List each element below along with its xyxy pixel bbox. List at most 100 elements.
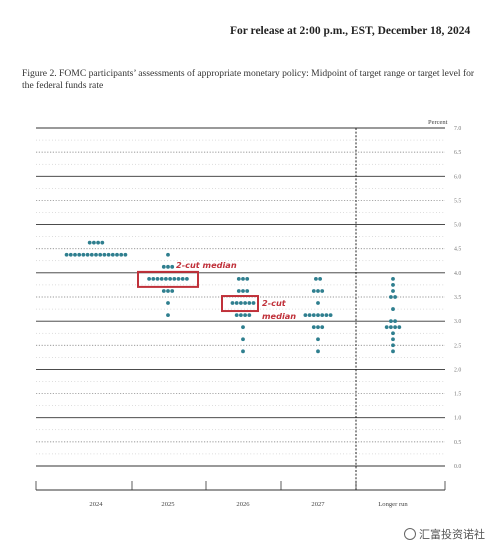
- participant-dot: [87, 240, 92, 245]
- participant-dot: [316, 349, 320, 354]
- participant-dot: [247, 301, 252, 305]
- x-category-label: Longer run: [378, 501, 408, 508]
- participant-dot: [239, 301, 243, 305]
- participant-dot: [166, 264, 170, 269]
- participant-dot: [119, 252, 124, 257]
- participant-dot: [170, 289, 175, 293]
- participant-dot: [391, 331, 395, 336]
- participant-dot: [245, 276, 250, 281]
- participant-dot: [81, 252, 86, 257]
- participant-dot: [391, 289, 395, 293]
- participant-dot: [384, 325, 389, 330]
- participant-dot: [314, 276, 318, 281]
- participant-dot: [77, 252, 82, 257]
- y-tick-label: 6.0: [454, 174, 461, 180]
- participant-dot: [316, 301, 320, 305]
- participant-dot: [320, 325, 325, 330]
- participant-dot: [159, 276, 164, 281]
- watermark: 汇富投资诺社: [404, 526, 485, 542]
- participant-dot: [123, 252, 128, 257]
- y-tick-label: 7.0: [454, 126, 461, 132]
- participant-dot: [73, 252, 77, 257]
- figure-title: Figure 2. FOMC participants’ assessments…: [22, 68, 475, 91]
- participant-dot: [247, 313, 252, 318]
- y-tick-label: 4.5: [454, 247, 461, 253]
- participant-dot: [239, 313, 243, 318]
- participant-dot: [391, 276, 395, 281]
- y-tick-label: 4.0: [454, 271, 461, 277]
- y-tick-label: 3.0: [454, 319, 461, 325]
- participant-dot: [170, 264, 175, 269]
- participant-dot: [391, 349, 395, 354]
- participant-dot: [106, 252, 111, 257]
- participant-dot: [241, 289, 245, 293]
- y-tick-label: 0.0: [454, 464, 461, 470]
- participant-dot: [311, 289, 316, 293]
- participant-dot: [161, 264, 166, 269]
- median-box-2025: [137, 270, 199, 288]
- participant-dot: [303, 313, 308, 318]
- participant-dot: [391, 283, 395, 287]
- participant-dot: [98, 252, 103, 257]
- participant-dot: [318, 276, 322, 281]
- annotation-label-line2: median: [262, 311, 296, 321]
- participant-dot: [241, 349, 245, 354]
- participant-dot: [166, 313, 170, 318]
- participant-dot: [391, 337, 395, 342]
- participant-dot: [393, 325, 397, 330]
- participant-dot: [85, 252, 90, 257]
- participant-dot: [389, 319, 393, 324]
- x-category-label: 2025: [161, 501, 175, 508]
- participant-dot: [234, 301, 239, 305]
- y-tick-label: 2.0: [454, 367, 461, 373]
- participant-dot: [316, 325, 320, 330]
- participant-dot: [185, 276, 189, 281]
- participant-dot: [110, 252, 115, 257]
- x-category-label: 2027: [311, 501, 325, 508]
- participant-dot: [94, 252, 98, 257]
- participant-dot: [102, 252, 107, 257]
- participant-dot: [316, 313, 320, 318]
- x-category-label: 2024: [89, 501, 103, 508]
- participant-dot: [389, 295, 393, 299]
- participant-dot: [316, 289, 320, 293]
- participant-dot: [320, 313, 325, 318]
- y-tick-label: 6.5: [454, 150, 461, 156]
- participant-dot: [180, 276, 185, 281]
- participant-dot: [166, 301, 170, 305]
- participant-dot: [236, 289, 241, 293]
- annotation-label: 2-cut: [262, 298, 287, 308]
- participant-dot: [166, 252, 170, 257]
- participant-dot: [151, 276, 156, 281]
- participant-dot: [328, 313, 333, 318]
- participant-dot: [96, 240, 100, 245]
- participant-dot: [64, 252, 69, 257]
- annotation-label: 2-cut median: [176, 260, 237, 270]
- participant-dot: [155, 276, 160, 281]
- participant-dot: [115, 252, 119, 257]
- participant-dot: [241, 276, 245, 281]
- participant-dot: [147, 276, 152, 281]
- participant-dot: [100, 240, 105, 245]
- watermark-text: 汇富投资诺社: [419, 528, 485, 541]
- participant-dot: [243, 313, 248, 318]
- wechat-icon: [404, 528, 416, 540]
- participant-dot: [166, 289, 170, 293]
- median-box-2026: [221, 295, 259, 313]
- participant-dot: [391, 343, 395, 348]
- participant-dot: [316, 337, 320, 342]
- y-tick-label: 5.0: [454, 223, 461, 229]
- participant-dot: [168, 276, 173, 281]
- participant-dot: [320, 289, 325, 293]
- y-tick-label: 3.5: [454, 295, 461, 301]
- participant-dot: [393, 319, 397, 324]
- participant-dot: [161, 289, 166, 293]
- participant-dot: [311, 313, 316, 318]
- participant-dot: [311, 325, 316, 330]
- participant-dot: [324, 313, 329, 318]
- y-tick-label: 1.0: [454, 416, 461, 422]
- y-tick-label: 5.5: [454, 198, 461, 204]
- x-category-label: 2026: [236, 501, 250, 508]
- y-axis-label: Percent: [428, 119, 448, 126]
